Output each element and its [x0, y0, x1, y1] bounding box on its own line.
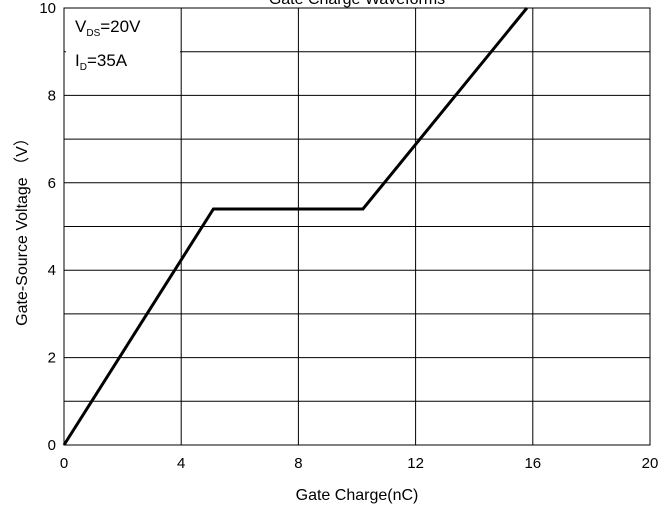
series-line — [62, 7, 529, 446]
x-tick-label: 0 — [60, 455, 68, 472]
y-tick-label: 2 — [48, 350, 56, 367]
y-axis-label: Gate-Source Voltage （V） — [13, 130, 31, 326]
y-tick-label: 6 — [48, 175, 56, 192]
legend-box-bg — [66, 10, 180, 70]
id-annotation: ID=35A — [75, 51, 128, 73]
y-tick-label: 10 — [39, 0, 56, 17]
legend-box: VDS=20V ID=35A — [66, 10, 180, 73]
x-tick-label: 12 — [407, 455, 424, 472]
x-tick-label: 4 — [177, 455, 185, 472]
plot-frame — [63, 7, 651, 446]
y-tick-label: 8 — [48, 87, 56, 104]
x-tick-label: 8 — [294, 455, 302, 472]
x-axis-label: Gate Charge(nC) — [296, 487, 419, 504]
x-tick-labels: 0 4 8 12 16 20 — [60, 455, 659, 472]
y-tick-labels: 0 2 4 6 8 10 — [39, 0, 56, 454]
y-tick-label: 4 — [48, 262, 56, 279]
vds-annotation: VDS=20V — [75, 17, 141, 39]
x-tick-label: 20 — [642, 455, 659, 472]
y-tick-label: 0 — [48, 437, 56, 454]
grid — [64, 8, 650, 445]
chart-title: Gate Charge Waveforms — [269, 0, 445, 8]
x-tick-label: 16 — [524, 455, 541, 472]
